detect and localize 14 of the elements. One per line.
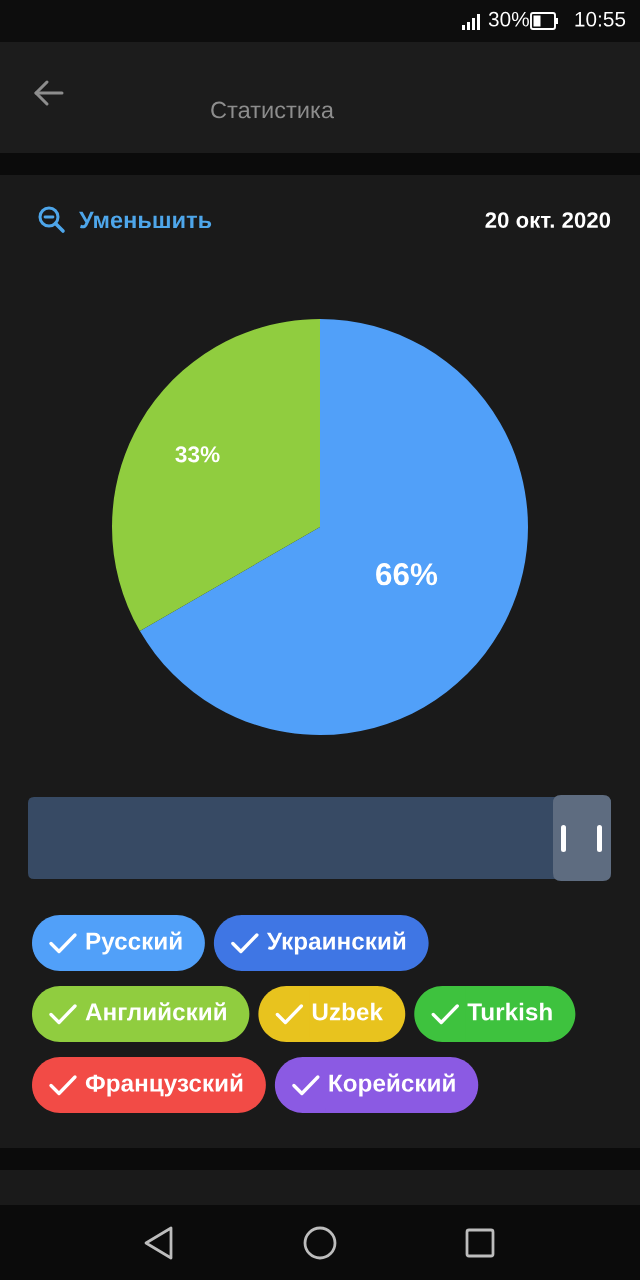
legend-label: Uzbek [312, 1002, 383, 1021]
legend-label: Французский [85, 1073, 243, 1097]
chart-subtitle: 20 окт. 2020 [485, 212, 611, 228]
data-label: 33% [175, 446, 220, 463]
legend-label: Корейский [329, 1073, 455, 1097]
chart-title: Статистика [211, 101, 334, 119]
data-label: 66% [376, 563, 438, 586]
legend-label: Украинский [266, 931, 406, 955]
text: Уменьшить [79, 211, 212, 229]
text: 30% [488, 11, 529, 27]
legend-label: Русский [86, 931, 182, 955]
legend-label: Turkish [467, 1002, 552, 1021]
legend-label: Английский [85, 1002, 226, 1021]
text: 10:55 [575, 11, 626, 27]
